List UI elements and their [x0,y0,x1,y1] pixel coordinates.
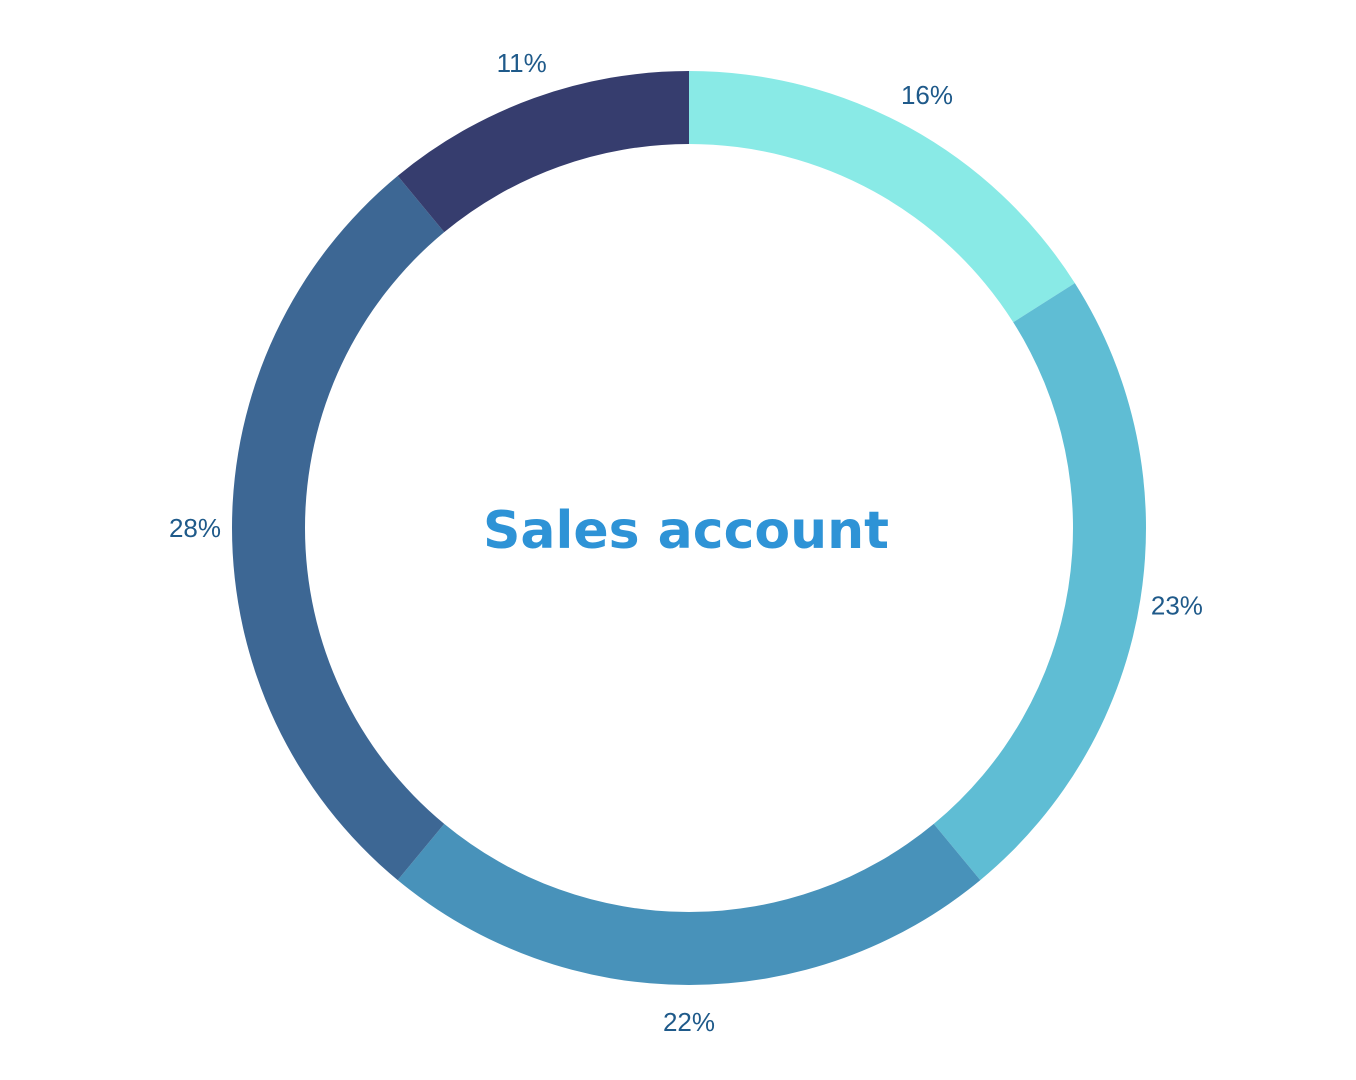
slice-label-1: 23% [1151,590,1203,620]
center-title: Sales account [483,501,889,561]
donut-slice-2 [397,823,981,986]
donut-slice-0 [689,71,1075,323]
donut-slice-4 [397,71,689,233]
donut-slice-1 [933,283,1146,881]
slice-label-3: 28% [169,513,221,543]
slice-label-4: 11% [497,48,547,78]
slice-label-2: 22% [663,1007,715,1037]
slice-label-0: 16% [901,80,953,110]
donut-slices [231,71,1146,986]
donut-slice-3 [231,175,445,881]
slice-labels: 16% 23% 22% 28% 11% [169,48,1203,1037]
